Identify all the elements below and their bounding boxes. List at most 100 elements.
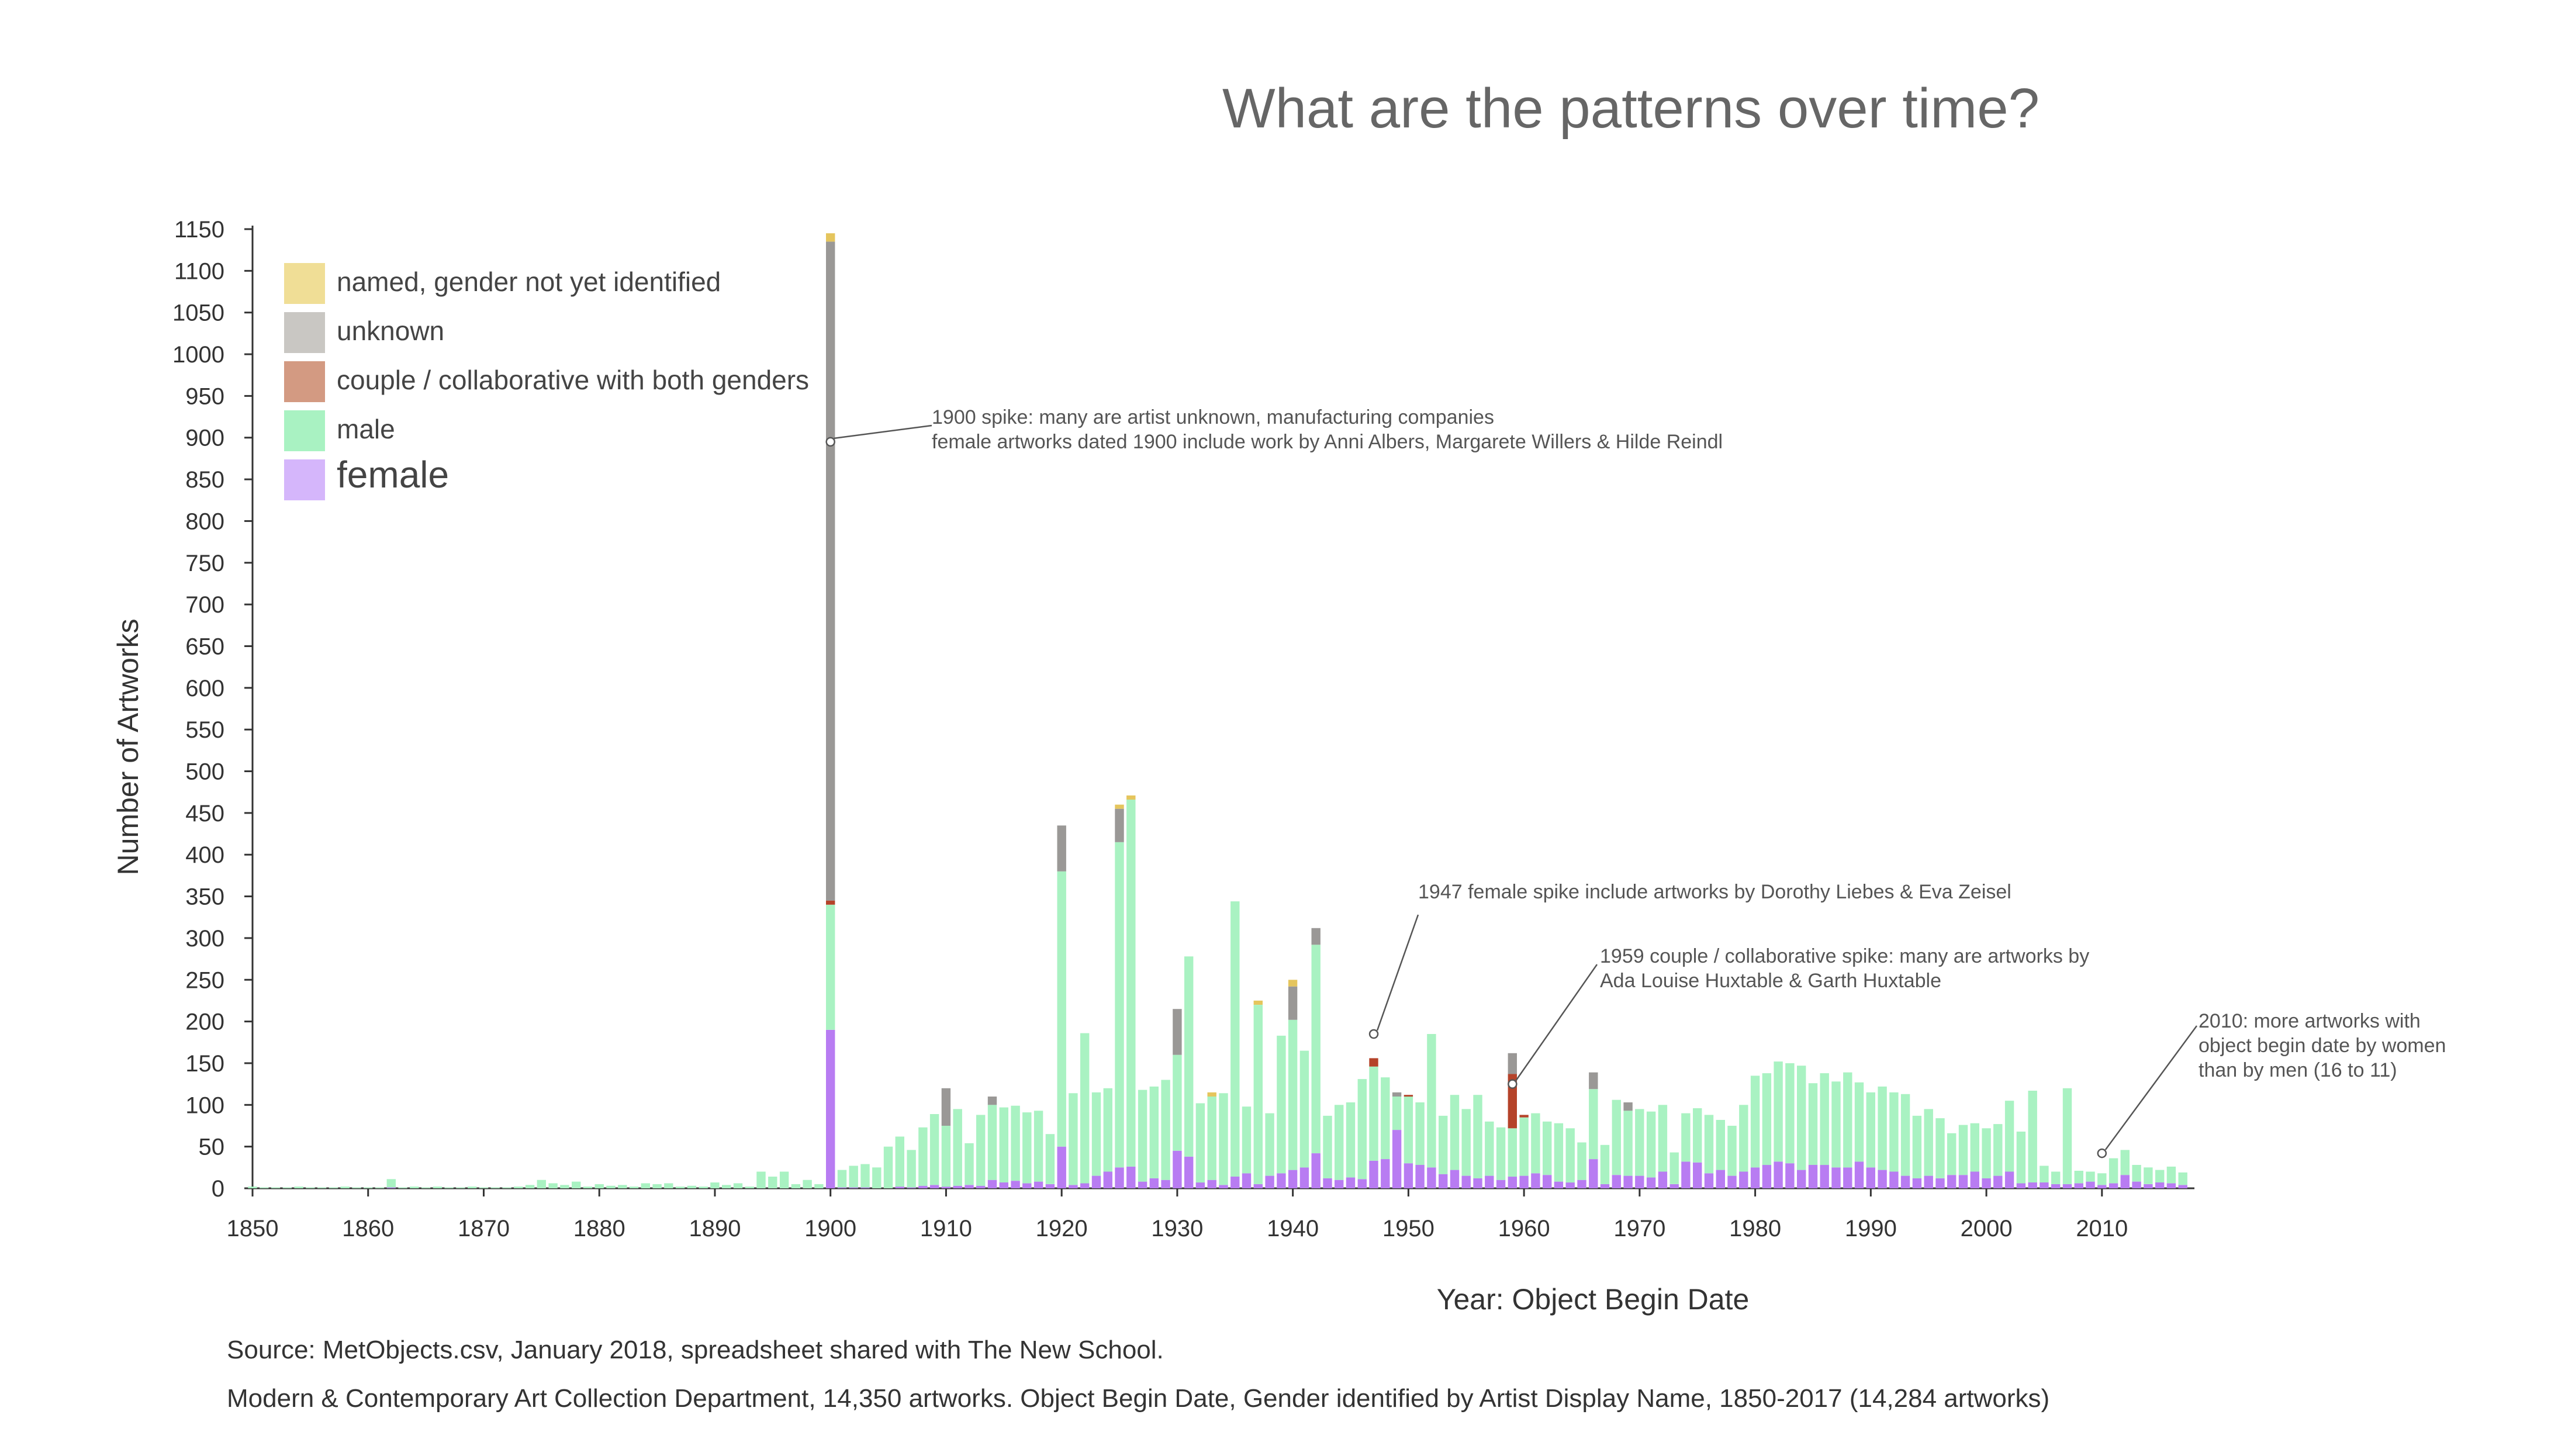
bar-male-1907 xyxy=(907,1150,916,1188)
bar-female-1958 xyxy=(1496,1180,1506,1188)
bar-male-1940 xyxy=(1288,1019,1298,1170)
bar-male-1947 xyxy=(1369,1066,1378,1161)
bar-female-1909 xyxy=(929,1185,939,1188)
bar-male-2013 xyxy=(2132,1165,2141,1182)
bar-female-1920 xyxy=(1057,1146,1066,1188)
bar-unknown-1900 xyxy=(826,241,835,901)
bar-male-1971 xyxy=(1646,1111,1656,1178)
bar-male-1882 xyxy=(618,1185,627,1188)
bar-male-1929 xyxy=(1161,1080,1170,1180)
bar-male-1899 xyxy=(814,1184,824,1188)
bar-male-1854 xyxy=(294,1187,303,1188)
bar-named-1933 xyxy=(1207,1092,1216,1097)
annotation-leader-1900 xyxy=(834,424,932,440)
bar-female-1994 xyxy=(1912,1178,1922,1188)
bar-male-1967 xyxy=(1600,1144,1610,1184)
annotation-text-2010: object begin date by women xyxy=(2199,1035,2446,1057)
bar-male-1887 xyxy=(675,1187,685,1188)
bar-male-1906 xyxy=(895,1136,904,1187)
x-tick-label: 1960 xyxy=(1498,1216,1550,1241)
bar-male-2012 xyxy=(2120,1150,2130,1175)
bar-male-1886 xyxy=(664,1183,673,1188)
annotation-marker-1959 xyxy=(1508,1079,1518,1089)
x-tick-label: 1880 xyxy=(573,1216,625,1241)
bar-couple-1960 xyxy=(1519,1115,1529,1118)
bar-female-1985 xyxy=(1808,1165,1818,1188)
bar-female-1965 xyxy=(1577,1180,1586,1188)
bar-female-1952 xyxy=(1427,1167,1436,1188)
bar-female-2015 xyxy=(2155,1182,2165,1188)
bar-female-1955 xyxy=(1461,1175,1471,1188)
bar-female-1984 xyxy=(1797,1170,1806,1188)
bar-named-1937 xyxy=(1253,1000,1263,1005)
bar-couple-1900 xyxy=(826,900,835,905)
bar-male-1946 xyxy=(1357,1079,1367,1180)
bar-male-1864 xyxy=(410,1187,419,1188)
bar-male-1945 xyxy=(1346,1102,1356,1178)
y-tick-label: 250 xyxy=(185,967,224,993)
bar-male-1889 xyxy=(699,1187,708,1188)
bar-male-2014 xyxy=(2144,1167,2153,1184)
bar-female-1925 xyxy=(1115,1167,1124,1188)
chart-title: What are the patterns over time? xyxy=(1222,77,2040,140)
bar-female-2017 xyxy=(2178,1185,2187,1188)
bar-male-1957 xyxy=(1485,1121,1494,1176)
bar-female-2008 xyxy=(2074,1183,2083,1188)
bar-male-1962 xyxy=(1543,1121,1552,1175)
bar-male-1890 xyxy=(710,1182,720,1188)
x-tick-label: 1910 xyxy=(920,1216,972,1241)
bar-male-1943 xyxy=(1323,1115,1332,1178)
y-tick-label: 400 xyxy=(185,842,224,868)
y-tick-label: 150 xyxy=(185,1051,224,1077)
bar-male-1903 xyxy=(860,1164,870,1188)
x-tick-label: 2000 xyxy=(1961,1216,2013,1241)
bar-named-1925 xyxy=(1115,804,1124,809)
bar-female-1908 xyxy=(918,1185,928,1188)
bar-female-1911 xyxy=(953,1185,962,1188)
bar-male-1877 xyxy=(560,1185,569,1188)
bar-female-1964 xyxy=(1565,1182,1575,1188)
bar-male-2005 xyxy=(2040,1166,2049,1182)
bar-male-1866 xyxy=(433,1187,443,1188)
y-tick-label: 550 xyxy=(185,717,224,743)
legend-label-named: named, gender not yet identified xyxy=(337,267,721,297)
bar-male-1922 xyxy=(1080,1033,1090,1184)
source-note: Source: MetObjects.csv, January 2018, sp… xyxy=(227,1336,1164,1364)
annotation-text-1900: female artworks dated 1900 include work … xyxy=(932,431,1723,453)
bar-male-2010 xyxy=(2097,1173,2107,1185)
bar-female-1947 xyxy=(1369,1160,1378,1188)
bar-male-1858 xyxy=(340,1187,350,1188)
bar-female-1912 xyxy=(965,1185,974,1188)
x-tick-label: 1920 xyxy=(1036,1216,1088,1241)
bar-male-1993 xyxy=(1900,1094,1910,1176)
y-tick-label: 950 xyxy=(185,383,224,409)
bar-female-1935 xyxy=(1230,1177,1240,1188)
bar-female-1900 xyxy=(826,1029,835,1188)
bar-unknown-1930 xyxy=(1173,1009,1182,1055)
x-tick-label: 1870 xyxy=(458,1216,510,1241)
bar-male-1939 xyxy=(1277,1035,1286,1174)
bar-female-1943 xyxy=(1323,1178,1332,1188)
bar-male-1968 xyxy=(1612,1099,1621,1175)
y-tick-label: 450 xyxy=(185,801,224,826)
bar-female-1973 xyxy=(1669,1184,1679,1188)
bar-male-1912 xyxy=(965,1143,974,1185)
annotation-text-1900: 1900 spike: many are artist unknown, man… xyxy=(932,406,1494,428)
bar-male-1916 xyxy=(1011,1105,1020,1181)
bar-male-1952 xyxy=(1427,1034,1436,1168)
bar-female-1993 xyxy=(1900,1175,1910,1188)
bar-male-1885 xyxy=(652,1184,662,1188)
bar-female-1953 xyxy=(1439,1174,1448,1188)
bar-male-1998 xyxy=(1958,1125,1968,1175)
bar-male-1978 xyxy=(1727,1126,1737,1176)
bar-female-1995 xyxy=(1924,1175,1933,1188)
bar-male-1930 xyxy=(1173,1054,1182,1151)
bar-female-1939 xyxy=(1277,1173,1286,1188)
bar-named-1926 xyxy=(1126,795,1136,800)
bar-male-1987 xyxy=(1831,1081,1841,1168)
bar-male-2002 xyxy=(2004,1101,2014,1172)
bar-female-1970 xyxy=(1635,1175,1644,1188)
bar-male-1977 xyxy=(1716,1120,1725,1170)
legend-swatch-female xyxy=(284,459,325,500)
bar-named-1940 xyxy=(1288,980,1298,987)
